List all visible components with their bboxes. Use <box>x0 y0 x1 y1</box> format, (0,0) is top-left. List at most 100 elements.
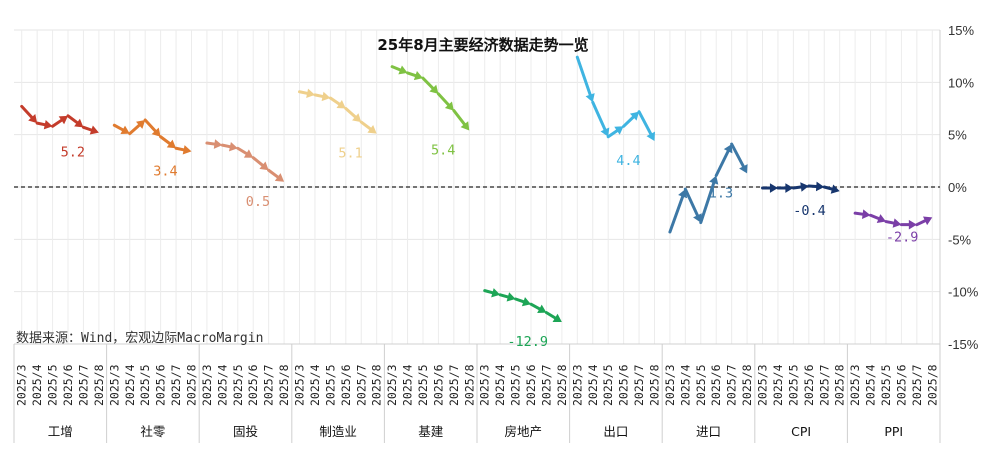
x-tick-label: 2025/3 <box>756 364 770 406</box>
x-axis: 2025/3 2025/4 2025/5 2025/6 2025/7 2025/8工增20… <box>13 344 941 443</box>
x-tick-label: 2025/4 <box>678 364 692 406</box>
x-tick-label: 2025/3 <box>200 364 214 406</box>
series-segment <box>20 104 34 119</box>
series-segment <box>668 195 685 234</box>
series-point-arrow <box>876 214 886 223</box>
x-tick-label: 2025/4 <box>401 364 415 406</box>
series-point-arrow <box>922 216 933 226</box>
series-segment <box>51 118 63 128</box>
series-point-arrow <box>321 91 331 102</box>
series-segment <box>606 129 619 139</box>
series-point-arrow <box>136 120 146 129</box>
x-tick-label: 2025/7 <box>539 364 553 406</box>
series-point-arrow <box>491 288 501 298</box>
series-end-label: -0.4 <box>793 203 826 219</box>
group-label: 基建 <box>418 424 444 439</box>
x-tick-label: 2025/8 <box>833 364 847 406</box>
x-tick-label: 2025/3 <box>848 364 862 406</box>
series-segment <box>220 143 232 149</box>
x-tick-label: 2025/3 <box>478 364 492 406</box>
series-segment <box>498 293 510 299</box>
series-point-arrow <box>58 115 69 125</box>
group-label: 固投 <box>233 424 258 439</box>
series-segment <box>637 110 653 136</box>
x-tick-label: 2025/7 <box>725 364 739 406</box>
series-point-arrow <box>274 173 285 182</box>
x-tick-label: 2025/7 <box>169 364 183 406</box>
series-point-arrow <box>769 183 778 193</box>
x-tick-label: 2025/6 <box>802 364 816 406</box>
series-point-arrow <box>151 127 161 137</box>
series-end-label: 0.5 <box>246 194 270 210</box>
x-tick-label: 2025/4 <box>493 364 507 406</box>
series-point-arrow <box>830 184 840 194</box>
group-label: 工增 <box>48 424 73 439</box>
series-segment <box>436 92 450 107</box>
series-segment <box>683 187 699 217</box>
series-point-arrow <box>89 125 99 135</box>
series-point-arrow <box>614 126 624 135</box>
series-point-arrow <box>213 139 223 149</box>
series-segment <box>174 146 186 152</box>
series-segment <box>452 109 466 126</box>
series-1 <box>20 104 99 135</box>
x-tick-label: 2025/5 <box>231 364 245 406</box>
series-segment <box>35 121 47 127</box>
series-point-arrow <box>43 119 53 130</box>
series-layer <box>20 55 933 323</box>
group-label: 社零 <box>140 424 166 439</box>
series-segment <box>791 185 803 190</box>
x-tick-label: 2025/8 <box>925 364 939 406</box>
series-point-arrow <box>908 219 917 230</box>
x-tick-label: 2025/3 <box>15 364 29 406</box>
x-tick-label: 2025/7 <box>910 364 924 406</box>
series-segment <box>622 115 635 128</box>
series-segment <box>406 71 417 78</box>
x-tick-label: 2025/4 <box>308 364 322 406</box>
series-point-arrow <box>785 183 794 193</box>
series-6 <box>483 288 562 323</box>
x-tick-label: 2025/6 <box>246 364 260 406</box>
x-tick-label: 2025/8 <box>370 364 384 406</box>
series-segment <box>869 213 881 221</box>
series-segment <box>544 311 557 320</box>
x-tick-label: 2025/6 <box>709 364 723 406</box>
series-point-arrow <box>243 149 254 158</box>
series-segment <box>853 211 865 216</box>
series-point-arrow <box>120 125 130 135</box>
x-tick-label: 2025/4 <box>586 364 600 406</box>
series-9 <box>761 181 840 194</box>
group-label: 制造业 <box>319 424 357 439</box>
series-point-arrow <box>306 88 315 99</box>
series-point-arrow <box>646 131 656 141</box>
series-segment <box>81 125 93 132</box>
series-segment <box>390 65 402 72</box>
x-tick-label: 2025/7 <box>76 364 90 406</box>
series-point-arrow <box>367 124 377 134</box>
x-tick-label: 2025/5 <box>509 364 523 406</box>
series-point-arrow <box>74 118 84 128</box>
x-tick-label: 2025/3 <box>663 364 677 406</box>
x-tick-label: 2025/3 <box>293 364 307 406</box>
series-segment <box>159 135 172 145</box>
series-end-label: 5.4 <box>431 142 455 158</box>
group-label: 进口 <box>696 424 721 439</box>
x-tick-label: 2025/3 <box>385 364 399 406</box>
group-label: PPI <box>884 424 903 439</box>
x-tick-label: 2025/8 <box>277 364 291 406</box>
series-point-arrow <box>723 144 733 154</box>
series-segment <box>483 289 494 295</box>
x-tick-label: 2025/3 <box>570 364 584 406</box>
x-tick-label: 2025/5 <box>786 364 800 406</box>
series-end-label: -12.9 <box>507 334 548 350</box>
x-tick-label: 2025/3 <box>107 364 121 406</box>
y-tick-label: -5% <box>948 232 972 247</box>
series-segment <box>344 107 357 119</box>
series-end-label: 5.1 <box>338 146 362 162</box>
series-end-label: -2.9 <box>886 229 919 245</box>
series-segment <box>251 156 264 167</box>
series-segment <box>205 141 216 146</box>
group-label: 房地产 <box>505 424 543 439</box>
